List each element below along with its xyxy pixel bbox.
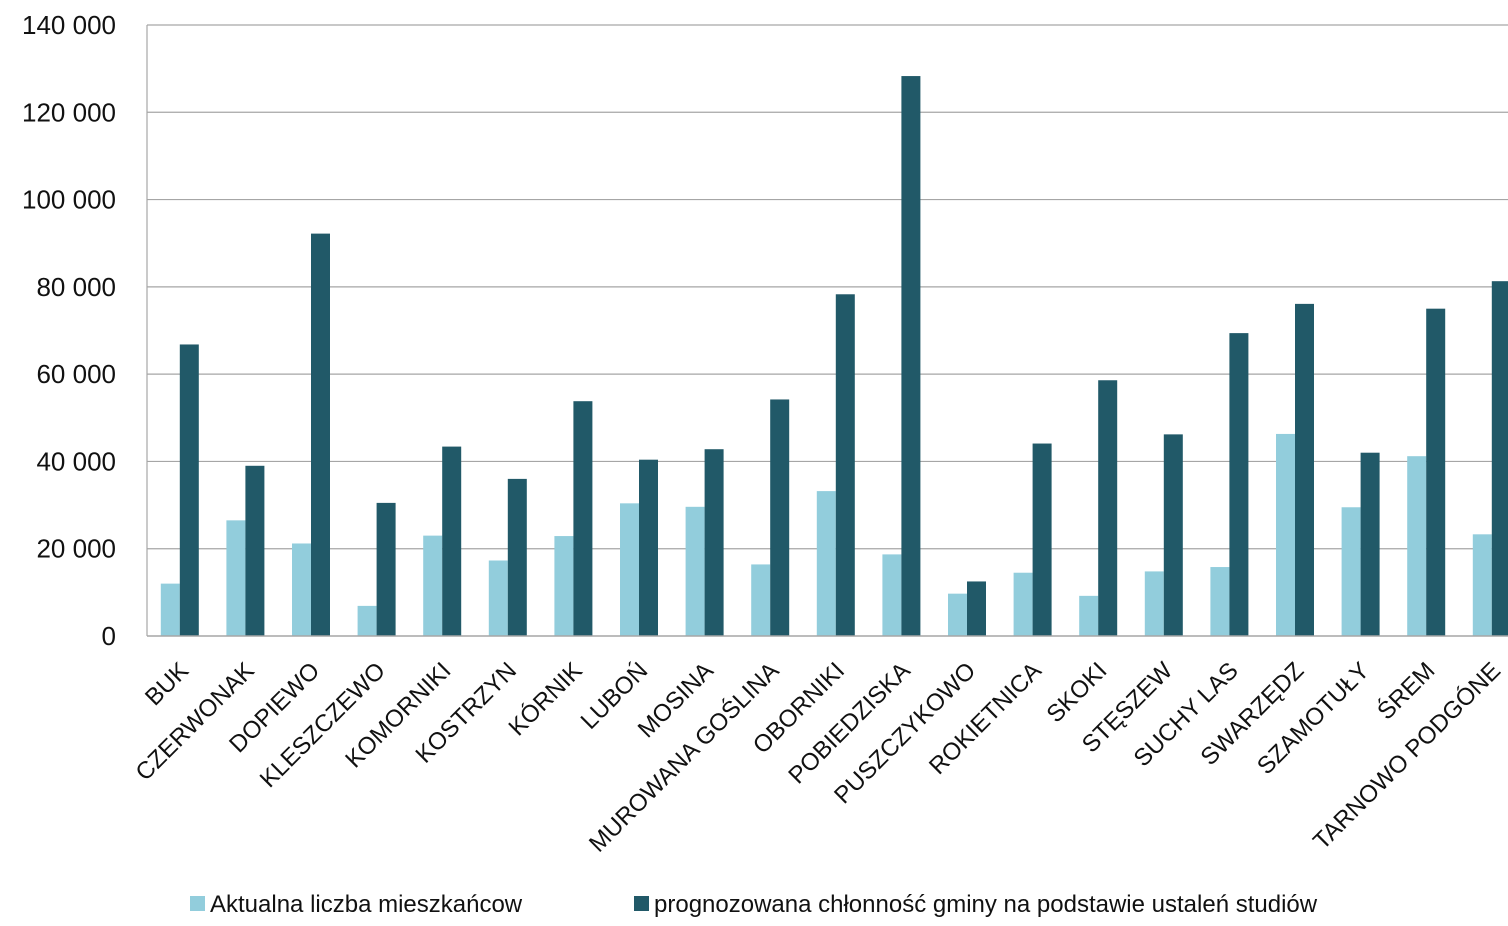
bar-series1-5 [488, 560, 508, 636]
y-tick-label: 0 [102, 621, 116, 651]
bar-series1-19 [1407, 456, 1427, 636]
bar-series1-18 [1341, 507, 1361, 636]
y-tick-label: 120 000 [22, 97, 116, 127]
bar-series1-10 [816, 491, 836, 636]
y-tick-label: 40 000 [36, 446, 116, 476]
x-tick-label: KÓRNIK [503, 657, 587, 741]
bar-series1-7 [620, 503, 639, 636]
bar-series1-16 [1210, 567, 1230, 636]
bar-series2-9 [770, 399, 790, 636]
legend-label: Aktualna liczba mieszkańcow [210, 891, 523, 918]
bar-series2-19 [1426, 308, 1446, 636]
bar-series2-8 [704, 449, 724, 636]
bar-series1-9 [751, 564, 771, 636]
bar-series1-12 [948, 593, 967, 636]
y-tick-label: 140 000 [22, 10, 116, 40]
bar-series1-4 [423, 535, 443, 636]
bar-series1-14 [1079, 595, 1099, 636]
x-axis-ticks: BUKCZERWONAKDOPIEWOKLESZCZEWOKOMORNIKIKO… [131, 656, 1507, 857]
bar-series1-13 [1013, 572, 1033, 636]
bar-series1-8 [685, 506, 705, 636]
bar-series1-3 [357, 605, 377, 636]
bar-series2-6 [573, 401, 593, 636]
legend-item-2: prognozowana chłonność gminy na podstawi… [634, 891, 1318, 918]
bar-series2-2 [311, 233, 330, 636]
bar-series2-17 [1295, 303, 1314, 636]
bar-series2-7 [639, 459, 658, 636]
y-tick-label: 20 000 [36, 534, 116, 564]
bar-series2-10 [835, 294, 855, 636]
bar-series1-0 [160, 583, 180, 636]
bar-series2-5 [507, 478, 527, 636]
bar-series1-1 [226, 520, 246, 636]
bar-series1-15 [1144, 571, 1164, 636]
bar-series1-11 [882, 554, 902, 636]
bar-series2-4 [442, 446, 462, 636]
gridlines [146, 24, 1508, 636]
legend-item-1: Aktualna liczba mieszkańcow [190, 891, 523, 918]
bar-series1-17 [1276, 433, 1295, 636]
bar-series2-16 [1229, 333, 1249, 636]
bar-series2-3 [376, 502, 396, 636]
x-tick-label: BUK [140, 657, 194, 711]
bar-series2-15 [1163, 434, 1183, 636]
bar-series2-20 [1491, 281, 1508, 636]
bar-series2-11 [901, 76, 921, 637]
legend-swatch [634, 896, 649, 911]
bar-series2-13 [1032, 443, 1052, 636]
bar-series1-6 [554, 536, 574, 636]
bars [160, 76, 1508, 637]
y-tick-label: 80 000 [36, 272, 116, 302]
series-2 [179, 76, 1508, 637]
bar-series2-12 [967, 581, 986, 636]
bar-series2-0 [179, 344, 199, 636]
bar-series1-2 [292, 543, 311, 636]
series-1 [160, 433, 1492, 636]
bar-series1-20 [1472, 534, 1492, 636]
bar-series2-14 [1098, 380, 1118, 636]
bar-series2-18 [1360, 452, 1380, 636]
y-tick-label: 100 000 [22, 185, 116, 215]
legend: Aktualna liczba mieszkańcow prognozowana … [190, 891, 1318, 918]
legend-swatch [190, 896, 205, 911]
bar-series2-1 [245, 465, 265, 636]
legend-label: prognozowana chłonność gminy na podstawi… [654, 891, 1318, 918]
y-tick-label: 60 000 [36, 359, 116, 389]
y-axis-ticks: 0 20 000 40 000 60 000 80 000 100 000 120 000 1… [22, 10, 116, 651]
